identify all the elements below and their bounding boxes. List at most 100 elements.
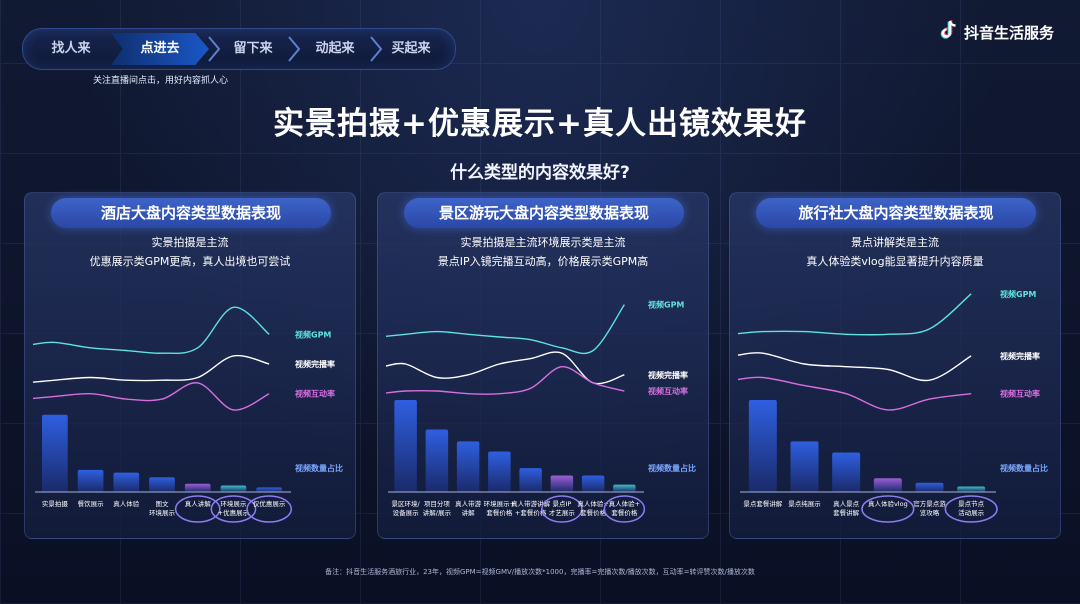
series-label-share: 视频数量占比 (295, 463, 343, 473)
douyin-logo-icon (940, 20, 958, 44)
step-4[interactable]: 动起来 (315, 41, 355, 56)
chart-scenic: 景区环境/设备展示项目分项讲解/展示真人带游讲解环境展示+套餐价格真人带游讲解+… (385, 300, 696, 523)
series-line-interaction (737, 376, 972, 411)
step-1[interactable]: 找人来 (51, 41, 91, 56)
bar-3 (488, 451, 511, 492)
category-label-2: 真人景点套餐讲解 (833, 499, 860, 517)
category-label-2: 真人带游讲解 (455, 499, 482, 517)
series-label-completion: 视频完播率 (648, 370, 688, 380)
panel-desc-1: 景点讲解类是主流 (851, 236, 939, 249)
bar-0 (748, 400, 777, 492)
bar-3 (873, 478, 902, 492)
category-label-4: 真人讲解 (185, 499, 212, 508)
category-label-6: 真人体验+套餐价格 (577, 499, 608, 517)
bar-0 (394, 400, 417, 492)
chevron-right-icon (207, 35, 221, 63)
step-2-active[interactable]: 点进去 (111, 33, 209, 65)
bar-0 (42, 414, 68, 492)
series-line-gpm (32, 306, 270, 355)
series-label-gpm: 视频GPM (1000, 289, 1036, 299)
series-label-interaction: 视频互动率 (1000, 389, 1040, 399)
bar-6 (581, 475, 605, 492)
category-label-0: 景点套餐讲解 (743, 499, 783, 508)
panel-desc-2: 优惠展示类GPM更高，真人出境也可尝试 (89, 255, 291, 268)
category-label-3: 环境展示+套餐价格 (484, 499, 515, 517)
series-line-completion (737, 352, 972, 382)
category-label-0: 实景拍摄 (42, 499, 69, 508)
highlight-circle-5 (541, 495, 583, 523)
highlight-circle-6 (246, 495, 293, 523)
highlight-circle-5 (944, 495, 998, 523)
panel-desc-1: 实景拍摄是主流环境展示类是主流 (460, 236, 626, 249)
highlight-circle-4 (174, 495, 221, 523)
panel-agency: 旅行社大盘内容类型数据表现 景点讲解类是主流 真人体验类vlog能显著提升内容质… (729, 192, 1061, 539)
series-label-share: 视频数量占比 (1000, 463, 1048, 473)
panel-desc-2: 景点IP入镜完播互动高，价格展示类GPM高 (437, 255, 649, 268)
category-label-1: 景点纯展示 (788, 499, 821, 508)
bar-1 (425, 429, 449, 492)
bar-4 (915, 482, 944, 492)
series-line-interaction (32, 382, 270, 411)
bar-2 (113, 472, 140, 492)
series-line-gpm (385, 304, 625, 355)
panel-hotel: 酒店大盘内容类型数据表现 实景拍摄是主流 优惠展示类GPM更高，真人出境也可尝试… (24, 192, 356, 539)
bar-5 (957, 486, 986, 492)
series-label-interaction: 视频互动率 (648, 386, 688, 396)
category-label-4: 官方景点游览攻略 (913, 499, 946, 517)
bar-1 (77, 469, 104, 492)
category-label-6: 仅优惠展示 (253, 499, 286, 508)
series-line-completion (32, 354, 270, 383)
category-label-5: 景点节点活动展示 (958, 500, 985, 517)
highlight-circle-7 (603, 495, 646, 523)
category-label-0: 景区环境/设备展示 (392, 499, 421, 517)
page-subtitle: 什么类型的内容效果好? (450, 163, 630, 183)
panel-header: 酒店大盘内容类型数据表现 (51, 198, 331, 228)
category-label-5: 环境展示+优惠展示 (218, 499, 250, 517)
category-label-1: 项目分项讲解/展示 (423, 499, 452, 517)
panel-desc-2: 真人体验类vlog能显著提升内容质量 (806, 255, 984, 268)
bar-7 (613, 484, 636, 492)
category-label-1: 餐饮展示 (78, 499, 105, 508)
bar-4 (519, 468, 542, 492)
step-3[interactable]: 留下来 (233, 41, 273, 56)
chevron-right-icon (287, 35, 301, 63)
panel-header: 旅行社大盘内容类型数据表现 (756, 198, 1036, 228)
series-label-gpm: 视频GPM (295, 329, 331, 339)
page-title: 实景拍摄+优惠展示+真人出镜效果好 (273, 106, 807, 142)
highlight-circle-3 (861, 495, 915, 523)
footnote: 备注：抖音生活服务酒旅行业，23年，视频GPM=视频GMV/播放次数*1000，… (325, 568, 755, 576)
category-label-5: 景点IP 才艺展示 (549, 500, 576, 517)
brand-name: 抖音生活服务 (963, 23, 1054, 42)
category-label-3: 图文环境展示 (149, 499, 176, 517)
series-label-completion: 视频完播率 (1000, 351, 1040, 361)
panel-scenic: 景区游玩大盘内容类型数据表现 实景拍摄是主流环境展示类是主流 景点IP入镜完播互… (377, 192, 709, 539)
bar-6 (256, 487, 282, 492)
brand: 抖音生活服务 (940, 20, 1054, 44)
bar-5 (550, 475, 574, 492)
category-label-7: 真人体验+套餐价格 (609, 499, 640, 517)
category-label-2: 真人体验 (113, 499, 139, 508)
chevron-right-icon (369, 35, 383, 63)
series-label-interaction: 视频互动率 (295, 389, 335, 399)
series-line-interaction (385, 365, 625, 395)
bar-5 (220, 485, 247, 492)
step-nav: 找人来 点进去 留下来 动起来 买起来 (22, 28, 456, 70)
bar-2 (456, 441, 480, 492)
step-note: 关注直播间点击，用好内容抓人心 (93, 76, 229, 86)
panel-desc-1: 实景拍摄是主流 (151, 236, 229, 249)
bar-2 (832, 452, 861, 492)
series-line-gpm (737, 293, 972, 336)
panel-header: 景区游玩大盘内容类型数据表现 (404, 198, 684, 228)
bar-1 (790, 441, 819, 492)
series-label-gpm: 视频GPM (648, 300, 684, 310)
series-label-completion: 视频完播率 (295, 359, 335, 369)
category-label-4: 真人带游讲解+套餐价格 (511, 499, 551, 517)
bar-3 (149, 477, 175, 492)
series-label-share: 视频数量占比 (648, 463, 696, 473)
step-5[interactable]: 买起来 (391, 41, 431, 56)
highlight-circle-5 (210, 495, 257, 523)
series-line-completion (385, 351, 625, 385)
category-label-3: 真人体验vlog (868, 499, 908, 508)
